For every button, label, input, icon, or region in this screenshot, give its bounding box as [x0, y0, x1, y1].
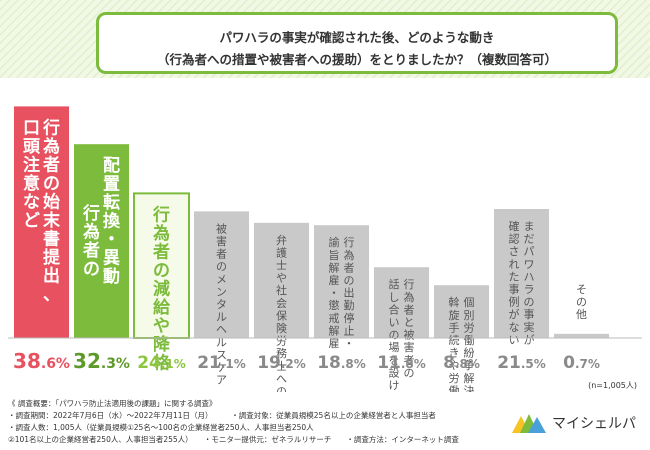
bar-label-6-col-1: 行為者の出勤停止・	[344, 236, 355, 350]
bar-2	[74, 144, 129, 338]
chart-title-box: パワハラの事実が確認された後、どのような動き （行為者への措置や被害者への援助）…	[96, 12, 618, 74]
survey-footer: 《 調査概要：「パワハラ防止法適用後の課題」に関する調査》 ・調査期間：2022…	[8, 398, 508, 446]
bar-label-9-col-1: まだパワハラの事実が	[524, 220, 535, 346]
bar-label-8-col-2: 斡旋手続きや労働審判の活用	[449, 296, 460, 392]
bar-label-1-col-2: 口頭注意など	[23, 118, 41, 230]
bar-9	[494, 209, 549, 338]
value-label-6: 18.8%	[317, 353, 366, 373]
bar-label-7-col-1: 行為者と被害者の	[404, 278, 415, 379]
chart-title-line-2: （行為者への措置や被害者への援助）をとりましたか？（複数回答可）	[156, 52, 557, 67]
bar-label-9-col-2: 確認された事例がない	[509, 219, 520, 346]
bar-6	[314, 225, 369, 338]
value-label-7: 11.8%	[377, 353, 426, 373]
mountain-logo-icon	[512, 414, 546, 433]
bar-label-3-col-1: 行為者の減給や降格	[152, 204, 171, 373]
bar-label-7-col-2: 話し合いの場を設ける	[389, 277, 400, 392]
bar-7	[374, 267, 429, 338]
footer-line-2: ・調査期間：2022年7月6日（水）〜2022年7月11日（月） ・調査対象：従…	[8, 411, 436, 420]
footer-line-4: ②101名以上の企業経営者250人、人事担当者255人） ・モニター提供元：ゼネ…	[8, 435, 459, 444]
footer-line-1: 《 調査概要：「パワハラ防止法適用後の課題」に関する調査》	[8, 399, 217, 408]
bar-5	[254, 222, 309, 338]
value-label-9: 21.5%	[497, 353, 546, 373]
bar-label-1-col-1: 行為者の始末書提出、	[42, 117, 61, 305]
value-label-5: 19.2%	[257, 353, 306, 373]
footer-line-3: ・調査人数：1,005人（従業員規模①25名〜100名の企業経営者250人、人事…	[8, 423, 314, 432]
bar-label-5-col-1: 弁護士や社会保険労務士への相談	[276, 233, 287, 392]
bar-4	[194, 211, 249, 338]
bar-8	[434, 285, 489, 338]
value-label-2: 32.3%	[73, 349, 130, 373]
bar-label-2-col-2: 行為者の	[82, 203, 100, 280]
bar-1	[14, 106, 69, 339]
sample-size-note: (n=1,005人)	[588, 381, 637, 390]
brand-logo: マイシェルパ	[512, 410, 636, 436]
value-label-8: 8.8%	[443, 353, 480, 373]
bar-label-4-col-1: 被害者のメンタルヘルスケア	[216, 222, 227, 386]
value-label-4: 21.1%	[197, 353, 246, 373]
bar-label-10-col-1: その他	[576, 283, 587, 321]
value-label-10: 0.7%	[563, 353, 600, 373]
bar-label-8-col-1: 個別労働紛争解決制度の	[464, 296, 475, 392]
bar-label-2-col-1: 配置転換・異動	[103, 156, 121, 287]
bar-3	[133, 192, 190, 340]
value-label-3: 24.1%	[137, 353, 186, 373]
chart-title-line-1: パワハラの事実が確認された後、どのような動き	[219, 30, 495, 45]
bar-label-6-col-2: 諭旨解雇・懲戒解雇	[329, 235, 340, 350]
value-label-1: 38.6%	[13, 349, 70, 373]
brand-name: マイシェルパ	[552, 416, 636, 432]
bar-10	[554, 333, 609, 338]
